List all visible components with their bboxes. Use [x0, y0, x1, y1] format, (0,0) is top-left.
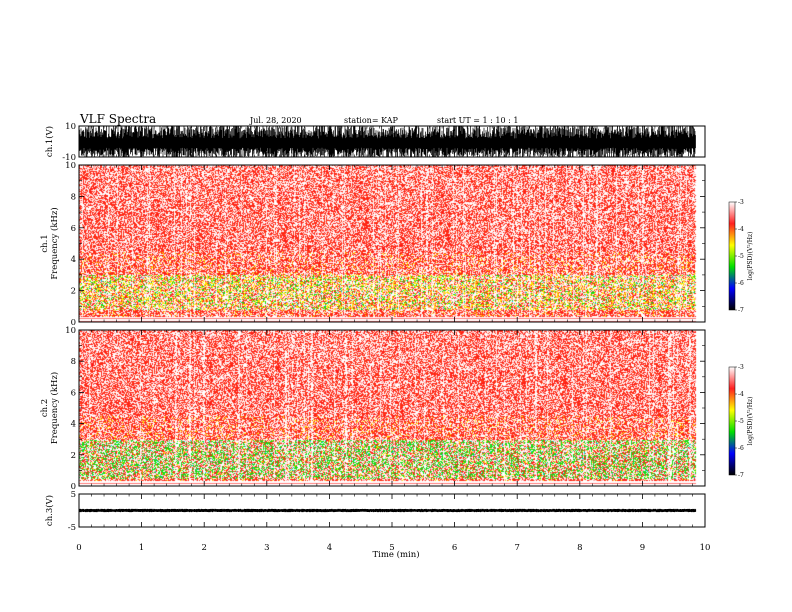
colorbar-1: -3 -4 -5 -6 -7 log(PSD)(V²/Hz) [728, 199, 754, 314]
y-tick-label: 8 [71, 192, 76, 202]
waveform-trace [79, 126, 696, 157]
colorbar-title: log(PSD)(V²/Hz) [747, 397, 754, 446]
channel-1-spectrogram-panel: 0 2 4 6 8 10 ch.1Frequency (kHz) [40, 161, 706, 328]
spectrogram-image [79, 330, 705, 486]
y-tick-label: 6 [71, 388, 76, 398]
y-tick-label: 2 [71, 287, 76, 297]
x-tick-label: 5 [389, 543, 394, 553]
panel-frame [78, 125, 706, 158]
colorbar-rect [728, 366, 736, 476]
x-tick-label: 7 [514, 543, 519, 553]
spectrogram-image [79, 165, 705, 322]
x-tick-label: 6 [452, 543, 457, 553]
station-label: station= KAP [344, 116, 399, 125]
y-tick-label: 10 [65, 326, 76, 336]
channel-3-waveform-panel: 5 -5 ch.3(V) 0 1 2 3 4 5 6 7 8 9 10 [44, 490, 710, 553]
y-tick-label: -10 [62, 153, 76, 163]
x-tick-label: 3 [264, 543, 269, 553]
y-axis-title-line: Frequency (kHz) [49, 207, 60, 279]
y-tick-label: -5 [68, 523, 76, 533]
y-tick-label: 5 [71, 490, 76, 500]
x-tick-label: 0 [76, 543, 81, 553]
colorbar-tick-label: -3 [738, 364, 744, 371]
colorbar-tick-label: -6 [738, 445, 744, 452]
colorbar-2: -3 -4 -5 -6 -7 log(PSD)(V²/Hz) [728, 364, 754, 479]
colorbar-rect [728, 201, 736, 311]
x-tick-label: 9 [640, 543, 645, 553]
y-axis-title-line: ch.3(V) [44, 495, 55, 526]
y-tick-label: 0 [71, 318, 76, 328]
y-tick-label: 10 [65, 161, 76, 171]
x-tick-label: 10 [700, 543, 711, 553]
date-label: Jul. 28, 2020 [249, 116, 302, 125]
colorbar-tick-label: -4 [738, 391, 744, 398]
x-tick-label: 2 [201, 543, 206, 553]
x-tick-label: 1 [139, 543, 144, 553]
colorbar-title: log(PSD)(V²/Hz) [747, 232, 754, 281]
x-tick-label: 4 [327, 543, 332, 553]
colorbar-tick-label: -5 [738, 418, 744, 425]
y-tick-label: 10 [65, 122, 76, 132]
y-axis-title: ch.1(V) [44, 126, 55, 157]
x-axis-title: Time (min) [372, 549, 419, 560]
panel-frame [78, 493, 706, 528]
y-axis-title: ch.2Frequency (kHz) [40, 372, 60, 444]
colorbar-tick-label: -5 [738, 253, 744, 260]
channel-2-spectrogram-panel: 0 2 4 6 8 10 ch.2Frequency (kHz) [40, 326, 706, 492]
y-tick-label: 6 [71, 224, 76, 234]
colorbar-tick-label: -3 [738, 199, 744, 206]
y-axis-title: ch.3(V) [44, 495, 55, 526]
panel-frame [78, 329, 706, 487]
colorbar-tick-label: -7 [738, 307, 744, 314]
y-tick-label: 4 [71, 255, 76, 265]
start-ut-label: start UT = 1 : 10 : 1 [437, 116, 518, 125]
waveform-trace [78, 508, 697, 513]
figure-title: VLF Spectra [79, 112, 156, 126]
colorbar-tick-label: -4 [738, 226, 744, 233]
y-tick-label: 2 [71, 451, 76, 461]
y-axis-title-line: ch.1 [40, 234, 50, 252]
y-axis-title-line: Frequency (kHz) [49, 372, 60, 444]
colorbar-tick-label: -7 [738, 472, 744, 479]
channel-1-waveform-panel: 10 -10 ch.1(V) [44, 122, 706, 163]
y-tick-label: 4 [71, 420, 76, 430]
y-axis-title-line: ch.2 [40, 399, 50, 417]
y-axis-title: ch.1Frequency (kHz) [40, 207, 60, 279]
y-tick-label: 8 [71, 357, 76, 367]
y-tick-label: 0 [71, 482, 76, 492]
panel-frame [78, 164, 706, 323]
y-axis-title-line: ch.1(V) [44, 126, 55, 157]
x-tick-label: 8 [577, 543, 582, 553]
colorbar-tick-label: -6 [738, 280, 744, 287]
